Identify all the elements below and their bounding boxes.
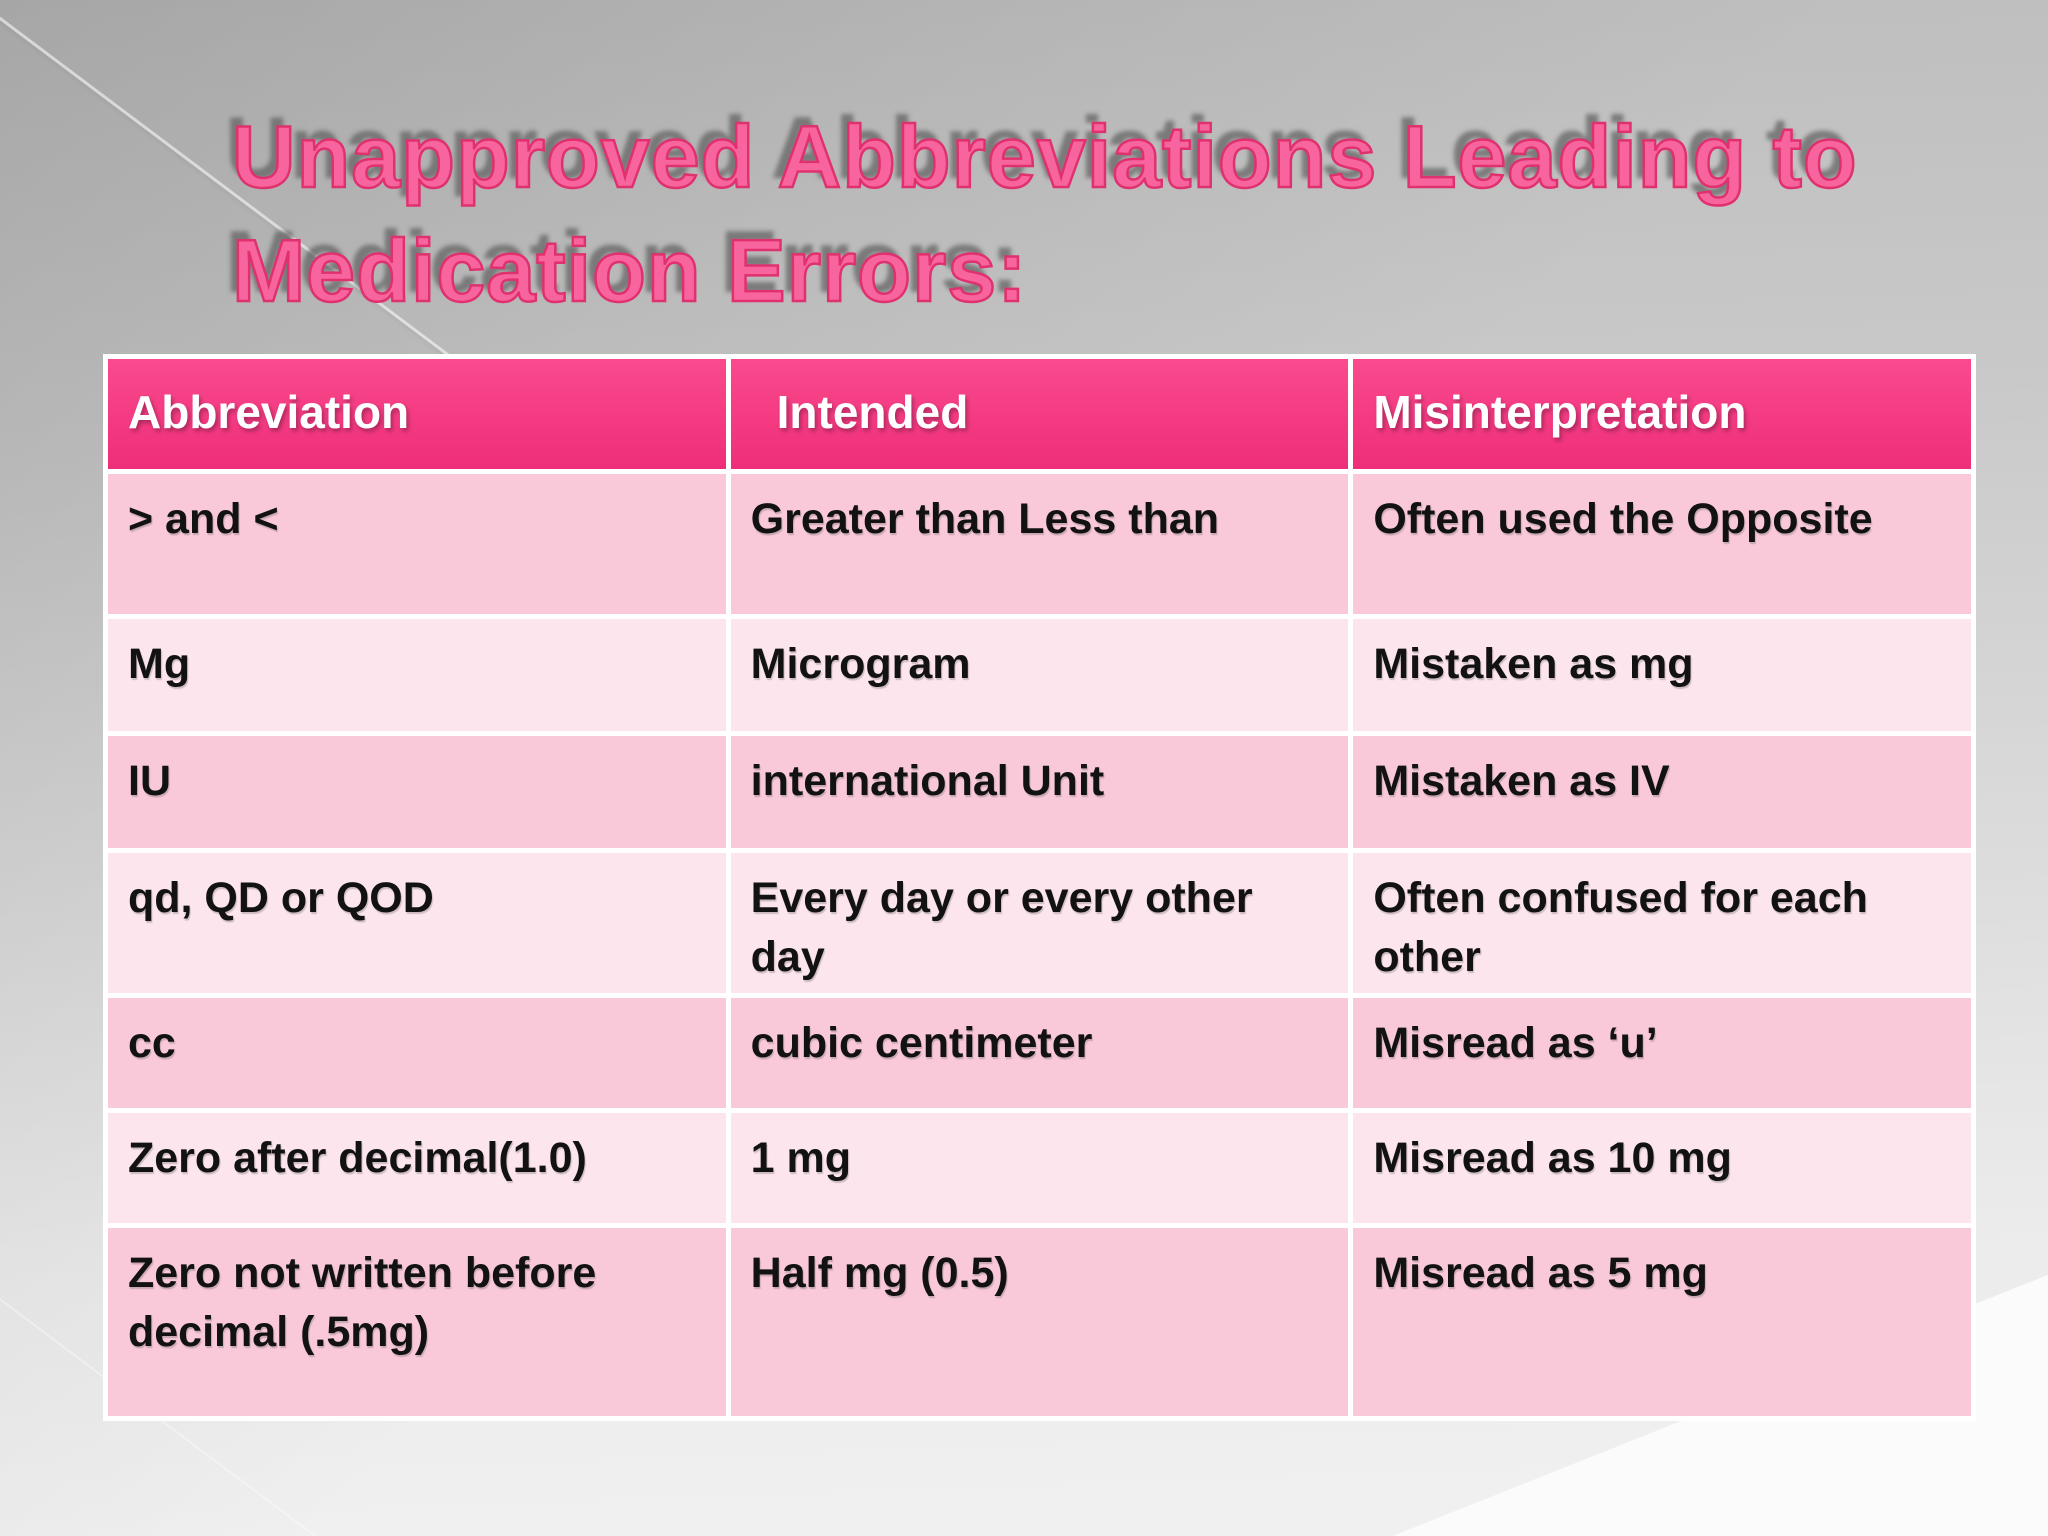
cell-abbreviation: Mg xyxy=(108,619,726,731)
cell-misinterpretation: Often confused for each other xyxy=(1353,853,1971,993)
cell-misinterpretation: Mistaken as IV xyxy=(1353,736,1971,848)
cell-misinterpretation: Misread as 10 mg xyxy=(1353,1113,1971,1223)
cell-abbreviation: qd, QD or QOD xyxy=(108,853,726,993)
cell-abbreviation: Zero not written before decimal (.5mg) xyxy=(108,1228,726,1416)
cell-intended: international Unit xyxy=(730,736,1349,848)
page-title-line2: Medication Errors: xyxy=(231,220,1028,322)
column-header-abbreviation: Abbreviation xyxy=(108,359,726,469)
cell-intended: 1 mg xyxy=(730,1113,1349,1223)
cell-intended: Half mg (0.5) xyxy=(730,1228,1349,1416)
cell-abbreviation: > and < xyxy=(108,474,726,614)
cell-intended: Every day or every other day xyxy=(730,853,1349,993)
cell-abbreviation: cc xyxy=(108,998,726,1108)
page-title-line1: Unapproved Abbreviations Leading to xyxy=(231,106,1858,208)
abbreviations-table: Abbreviation Intended Misinterpretation … xyxy=(103,354,1976,1421)
cell-misinterpretation: Misread as 5 mg xyxy=(1353,1228,1971,1416)
column-header-intended: Intended xyxy=(730,359,1349,469)
cell-misinterpretation: Often used the Opposite xyxy=(1353,474,1971,614)
cell-misinterpretation: Misread as ‘u’ xyxy=(1353,998,1971,1108)
cell-intended: Microgram xyxy=(730,619,1349,731)
cell-intended: cubic centimeter xyxy=(730,998,1349,1108)
cell-abbreviation: Zero after decimal(1.0) xyxy=(108,1113,726,1223)
column-header-misinterpretation: Misinterpretation xyxy=(1353,359,1971,469)
cell-misinterpretation: Mistaken as mg xyxy=(1353,619,1971,731)
cell-abbreviation: IU xyxy=(108,736,726,848)
cell-intended: Greater than Less than xyxy=(730,474,1349,614)
page-title: Unapproved Abbreviations Leading to Medi… xyxy=(231,100,2012,329)
